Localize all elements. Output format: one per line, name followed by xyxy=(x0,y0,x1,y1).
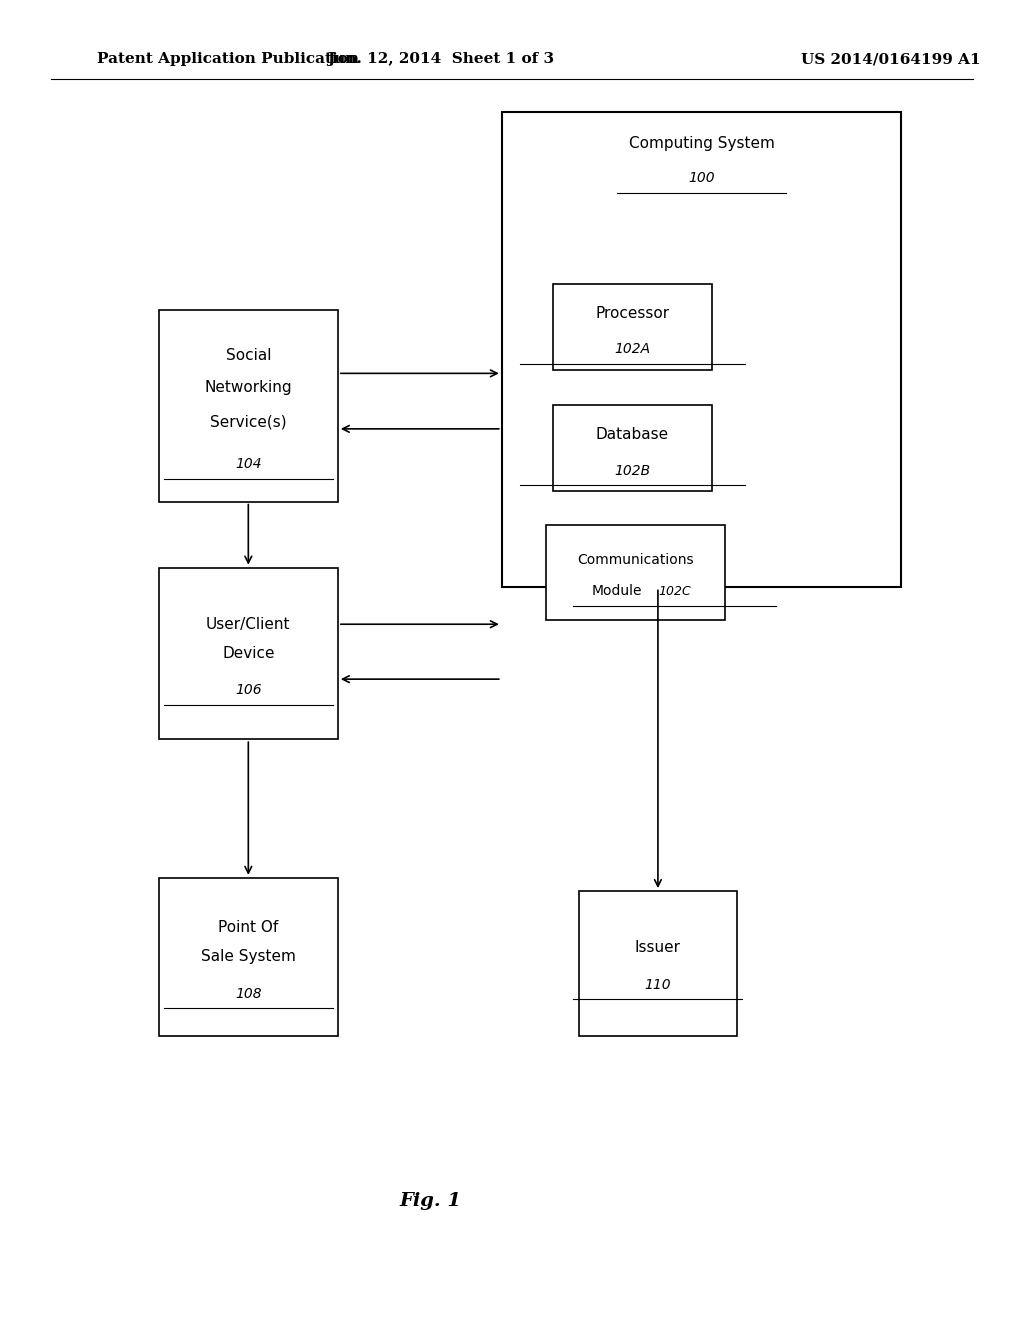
Text: 102C: 102C xyxy=(658,585,690,598)
Text: Module: Module xyxy=(592,585,642,598)
Text: 110: 110 xyxy=(644,978,672,991)
Text: 102A: 102A xyxy=(614,342,650,356)
FancyBboxPatch shape xyxy=(159,310,338,502)
Text: Processor: Processor xyxy=(595,306,670,321)
Text: Device: Device xyxy=(222,645,274,661)
FancyBboxPatch shape xyxy=(159,568,338,739)
Text: Communications: Communications xyxy=(578,553,693,566)
Text: 108: 108 xyxy=(234,987,262,1001)
Text: Point Of: Point Of xyxy=(218,920,279,936)
Text: Social: Social xyxy=(225,348,271,363)
Text: Issuer: Issuer xyxy=(635,940,681,956)
Text: Sale System: Sale System xyxy=(201,949,296,965)
Text: 104: 104 xyxy=(234,457,262,471)
Text: 100: 100 xyxy=(688,172,715,185)
Text: US 2014/0164199 A1: US 2014/0164199 A1 xyxy=(801,53,981,66)
Text: Patent Application Publication: Patent Application Publication xyxy=(97,53,359,66)
Text: 106: 106 xyxy=(234,684,262,697)
Text: Fig. 1: Fig. 1 xyxy=(399,1192,461,1210)
FancyBboxPatch shape xyxy=(553,405,712,491)
Text: Database: Database xyxy=(596,428,669,442)
Text: Networking: Networking xyxy=(205,380,292,395)
Text: 102B: 102B xyxy=(614,463,650,478)
Text: Computing System: Computing System xyxy=(629,136,774,150)
Text: User/Client: User/Client xyxy=(206,616,291,632)
Text: Service(s): Service(s) xyxy=(210,414,287,429)
Text: Jun. 12, 2014  Sheet 1 of 3: Jun. 12, 2014 Sheet 1 of 3 xyxy=(327,53,554,66)
FancyBboxPatch shape xyxy=(553,284,712,370)
FancyBboxPatch shape xyxy=(546,525,725,620)
FancyBboxPatch shape xyxy=(579,891,737,1036)
FancyBboxPatch shape xyxy=(159,878,338,1036)
FancyBboxPatch shape xyxy=(502,112,901,587)
